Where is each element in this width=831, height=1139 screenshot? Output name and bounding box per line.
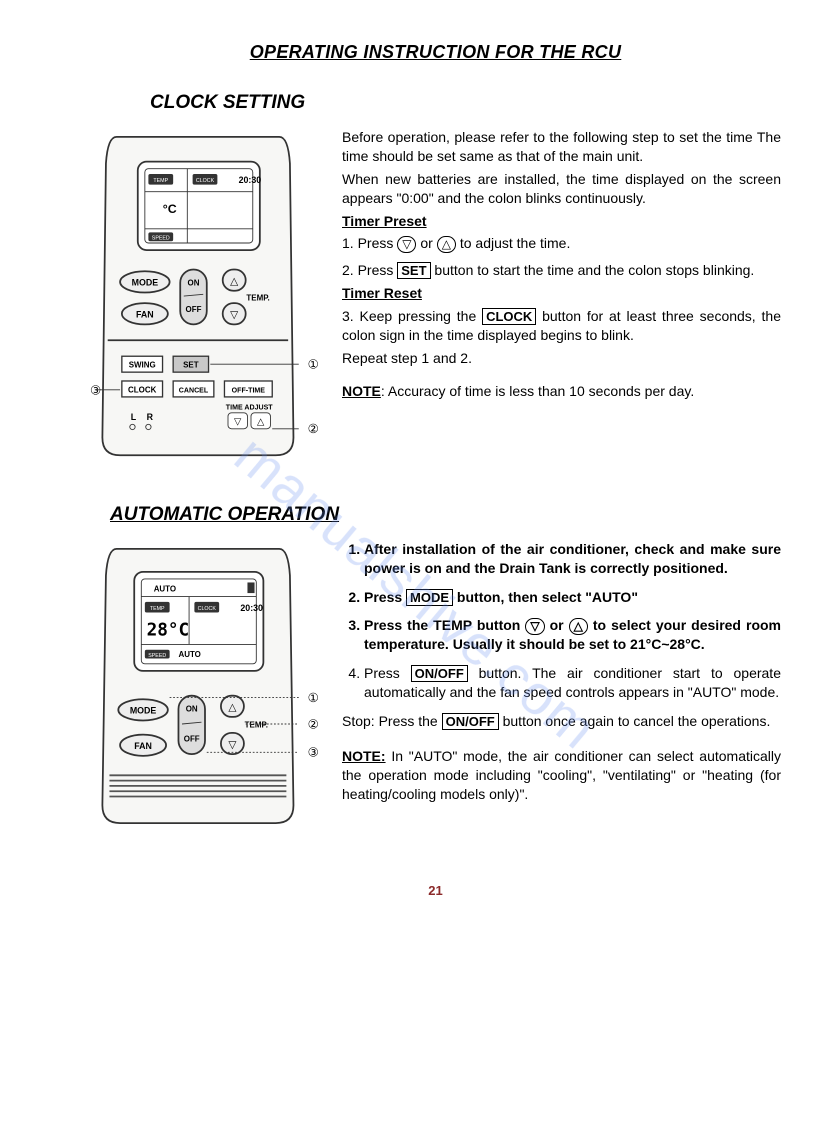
svg-text:TEMP: TEMP (150, 606, 165, 612)
auto-heading: AUTOMATIC OPERATION (110, 502, 781, 528)
clock-text: Before operation, please refer to the fo… (342, 128, 781, 405)
svg-text:L: L (131, 412, 137, 422)
svg-text:CLOCK: CLOCK (198, 606, 217, 612)
auto-remote-diagram: AUTO TEMP CLOCK 20:30 28°C SPEED AUTO MO… (90, 540, 320, 832)
svg-text:OFF: OFF (184, 734, 200, 743)
clock-button-ref: CLOCK (482, 308, 536, 325)
clock-step1: 1. Press ▽ or △ to adjust the time. (342, 234, 781, 253)
clock-note: NOTE: Accuracy of time is less than 10 s… (342, 382, 781, 401)
auto-stop: Stop: Press the ON/OFF button once again… (342, 712, 781, 731)
svg-text:FAN: FAN (136, 309, 154, 319)
clock-intro1: Before operation, please refer to the fo… (342, 128, 781, 166)
svg-text:MODE: MODE (132, 277, 159, 287)
auto-step3: Press the TEMP button ▽ or △ to select y… (364, 616, 781, 654)
svg-text:③: ③ (90, 383, 101, 397)
auto-text: After installation of the air conditione… (342, 540, 781, 808)
onoff-button-ref: ON/OFF (411, 665, 468, 682)
clock-step3c: Repeat step 1 and 2. (342, 349, 781, 368)
svg-text:ON: ON (186, 704, 198, 713)
clock-step2: 2. Press SET button to start the time an… (342, 261, 781, 280)
svg-text:R: R (147, 412, 154, 422)
svg-text:▽: ▽ (228, 739, 237, 751)
auto-note: NOTE: In "AUTO" mode, the air conditione… (342, 747, 781, 804)
clock-heading: CLOCK SETTING (150, 90, 781, 116)
svg-text:TEMP.: TEMP. (245, 720, 268, 729)
svg-text:SPEED: SPEED (152, 235, 170, 241)
svg-text:CLOCK: CLOCK (128, 385, 157, 394)
svg-text:△: △ (257, 416, 265, 427)
auto-step4: Press ON/OFF button. The air conditioner… (364, 664, 781, 702)
svg-text:OFF: OFF (186, 305, 202, 314)
svg-text:▽: ▽ (230, 309, 239, 321)
up-triangle-icon: △ (437, 236, 456, 253)
timer-reset-head: Timer Reset (342, 284, 781, 303)
set-button-ref: SET (397, 262, 430, 279)
svg-text:TIME ADJUST: TIME ADJUST (226, 404, 274, 411)
svg-text:OFF-TIME: OFF-TIME (232, 387, 266, 394)
svg-text:SWING: SWING (129, 361, 156, 370)
page-number: 21 (90, 882, 781, 900)
svg-text:FAN: FAN (134, 740, 152, 750)
svg-text:20:30: 20:30 (240, 602, 263, 612)
svg-text:28°C: 28°C (147, 620, 190, 640)
down-triangle-icon: ▽ (525, 618, 544, 635)
svg-text:②: ② (308, 717, 319, 731)
svg-text:①: ① (308, 691, 319, 705)
svg-text:SET: SET (183, 361, 199, 370)
auto-step2: Press MODE button, then select "AUTO" (364, 588, 781, 607)
svg-text:20:30: 20:30 (239, 175, 262, 185)
svg-text:③: ③ (308, 745, 319, 759)
timer-preset-head: Timer Preset (342, 212, 781, 231)
svg-text:TEMP.: TEMP. (246, 293, 269, 302)
svg-text:①: ① (308, 358, 319, 372)
svg-text:CLOCK: CLOCK (196, 178, 215, 184)
up-triangle-icon: △ (569, 618, 588, 635)
svg-text:CANCEL: CANCEL (179, 387, 209, 394)
svg-text:SPEED: SPEED (148, 652, 166, 658)
svg-text:▽: ▽ (234, 416, 242, 427)
svg-text:AUTO: AUTO (154, 584, 176, 593)
onoff-button-ref: ON/OFF (442, 713, 499, 730)
svg-text:ON: ON (188, 278, 200, 287)
svg-text:°C: °C (163, 202, 177, 216)
clock-step3: 3. Keep pressing the CLOCK button for at… (342, 307, 781, 345)
clock-intro2: When new batteries are installed, the ti… (342, 170, 781, 208)
svg-text:②: ② (308, 422, 319, 436)
svg-text:MODE: MODE (130, 705, 157, 715)
page-title: OPERATING INSTRUCTION FOR THE RCU (90, 40, 781, 64)
svg-text:△: △ (230, 276, 239, 288)
clock-remote-diagram: TEMP CLOCK 20:30 °C SPEED MODE FAN ON OF… (90, 128, 320, 464)
svg-text:△: △ (228, 701, 237, 713)
mode-button-ref: MODE (406, 589, 453, 606)
svg-text:AUTO: AUTO (178, 649, 200, 658)
svg-text:TEMP: TEMP (153, 178, 168, 184)
auto-step1: After installation of the air conditione… (364, 540, 781, 578)
down-triangle-icon: ▽ (397, 236, 416, 253)
